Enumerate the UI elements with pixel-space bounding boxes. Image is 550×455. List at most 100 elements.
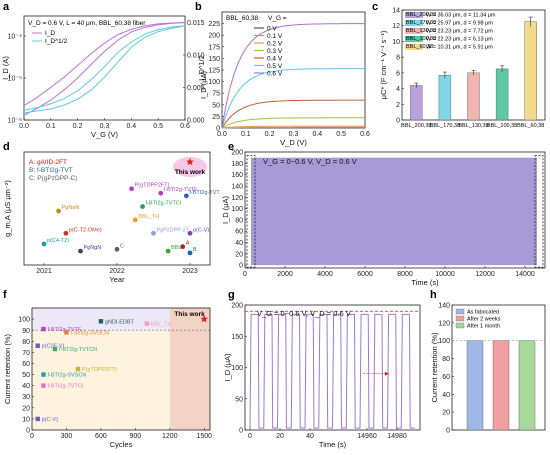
data-point (187, 250, 193, 256)
legend-entry: BBL_170,38 (406, 20, 436, 26)
data-point (35, 416, 40, 422)
point-label: f-BTI2g-TVTCl (146, 201, 181, 207)
series-line-0 (23, 22, 186, 116)
legend-swatch (455, 308, 465, 315)
y-tick-label: 100 (438, 338, 450, 345)
point-label: f-BTI2g-TVTCl (47, 384, 82, 390)
x-tick-label: 0 (243, 271, 247, 278)
legend-entry: W = 22.23 μm, d = 6.13 μm (426, 37, 493, 43)
data-point (56, 208, 61, 214)
y-tick-label: 10 (392, 39, 400, 46)
x-tick-label: 0.4 (312, 131, 322, 138)
bg-region (32, 330, 170, 430)
y-tick-label: 150 (231, 334, 243, 341)
y-tick-label: 14 (392, 8, 400, 15)
y-tick-label: 100 (231, 206, 243, 213)
current-band (251, 157, 537, 266)
data-point (180, 244, 186, 250)
point-label: BBL (171, 245, 181, 251)
data-point (41, 372, 46, 377)
point-label: A (186, 241, 190, 247)
x-tick-label: 2021 (36, 268, 52, 275)
y-tick-label: 40 (235, 240, 243, 247)
data-point (114, 246, 120, 252)
data-point (132, 217, 138, 223)
this-work-label: This work (175, 169, 206, 176)
data-point (78, 248, 83, 254)
y-tick-label: 140 (231, 183, 243, 190)
x-tick-label: 0.2 (265, 131, 275, 138)
data-point (151, 230, 156, 236)
series-line-3 (23, 25, 186, 111)
x-tick-label: 0.1 (241, 131, 251, 138)
legend-entry: W = 23.23 μm, d = 7.72 μm (426, 29, 493, 35)
y-tick-label: 60 (22, 361, 30, 368)
legend-entry: 0.2 V (267, 41, 283, 48)
legend-swatch (455, 315, 465, 322)
this-work-highlight (173, 157, 207, 177)
x-tick-label: 2023 (182, 268, 198, 275)
x-tick-label: 0.6 (180, 123, 190, 130)
y-tick-label: 10⁻⁴ (8, 34, 23, 41)
x-axis-label: Time (s) (411, 278, 439, 287)
point-label: PgNaN (62, 205, 80, 211)
legend-swatch (405, 28, 423, 34)
panel-e-frame (244, 151, 546, 269)
x-tick-label: 1200 (162, 433, 178, 440)
x-tick-label: 600 (95, 433, 107, 440)
y-tick-label: 20 (22, 405, 30, 412)
y-tick-label: 4 (396, 86, 400, 93)
point-label: f-BTI2g-TVT (189, 190, 220, 196)
arrow-head (385, 371, 389, 376)
legend-entry: BBL_200,38 (406, 12, 436, 18)
point-label: p(C-V) (42, 417, 58, 423)
x-tick-label: 900 (130, 433, 142, 440)
x-tick-label: 40 (306, 433, 314, 440)
legend-entry: C: P(gPzDPP-C) (29, 175, 77, 182)
x-tick-label: 14980 (387, 433, 407, 440)
series-line-3 (221, 117, 366, 129)
x-axis-label: V_D (V) (280, 138, 307, 147)
legend-entry: As fabricated (467, 310, 499, 316)
legend-entry: I_D^1/2 (45, 38, 68, 45)
y-tick-label: 140 (438, 303, 450, 310)
y-tick-label: 6 (396, 70, 400, 77)
y-tick-label: 200 (208, 33, 220, 40)
x-tick-label: 0.2 (73, 123, 83, 130)
x-tick-label: 0.5 (153, 123, 163, 130)
data-point (63, 230, 69, 236)
legend-entry: 0.4 V (267, 56, 283, 63)
x-tick-label: 6000 (357, 271, 373, 278)
this-work-region (169, 308, 210, 430)
legend-swatch (405, 36, 423, 42)
reference-label: 90 (22, 328, 30, 335)
panel-label-a: a (3, 1, 10, 13)
x-tick-label: BBL_100,38 (487, 123, 517, 129)
x-tick-label: 20 (276, 433, 284, 440)
panel-label-f: f (3, 289, 7, 301)
panel-label-g: g (228, 289, 235, 301)
panel-label-h: h (430, 289, 437, 301)
series-line-5 (221, 68, 366, 129)
series-line-4 (221, 99, 366, 129)
data-point (35, 343, 40, 348)
x-tick-label: BBL_170,38 (430, 123, 460, 129)
legend-entry: W = 36.03 μm, d = 11.34 μm (426, 13, 496, 19)
y-tick-label: 180 (231, 161, 243, 168)
x-tick-label: 0.0 (19, 123, 29, 130)
y-tick-label: 0 (26, 428, 30, 435)
point-label: f-BTI2g-TVTF (47, 327, 81, 333)
y-tick-label: 10⁻⁵ (8, 76, 22, 83)
legend-entry: 0.6 V (267, 71, 283, 78)
y-tick-label: 0 (239, 428, 243, 435)
y-tick-label: 12 (392, 23, 400, 30)
x-tick-label: 12000 (475, 271, 495, 278)
annotation: V_G = 0~0.6 V, V_D = 0.6 V (263, 157, 357, 166)
point-label: f-BTI2g-SVSCN (47, 373, 86, 379)
y-tick-label: 160 (231, 172, 243, 179)
legend-swatch (405, 44, 423, 50)
y-tick-label: 200 (231, 150, 243, 157)
y-axis-label: I_D (μA) (223, 353, 232, 382)
point-label: f-SeI2g-SVSCN (70, 330, 109, 336)
point-label: BBL_TH (151, 322, 172, 328)
